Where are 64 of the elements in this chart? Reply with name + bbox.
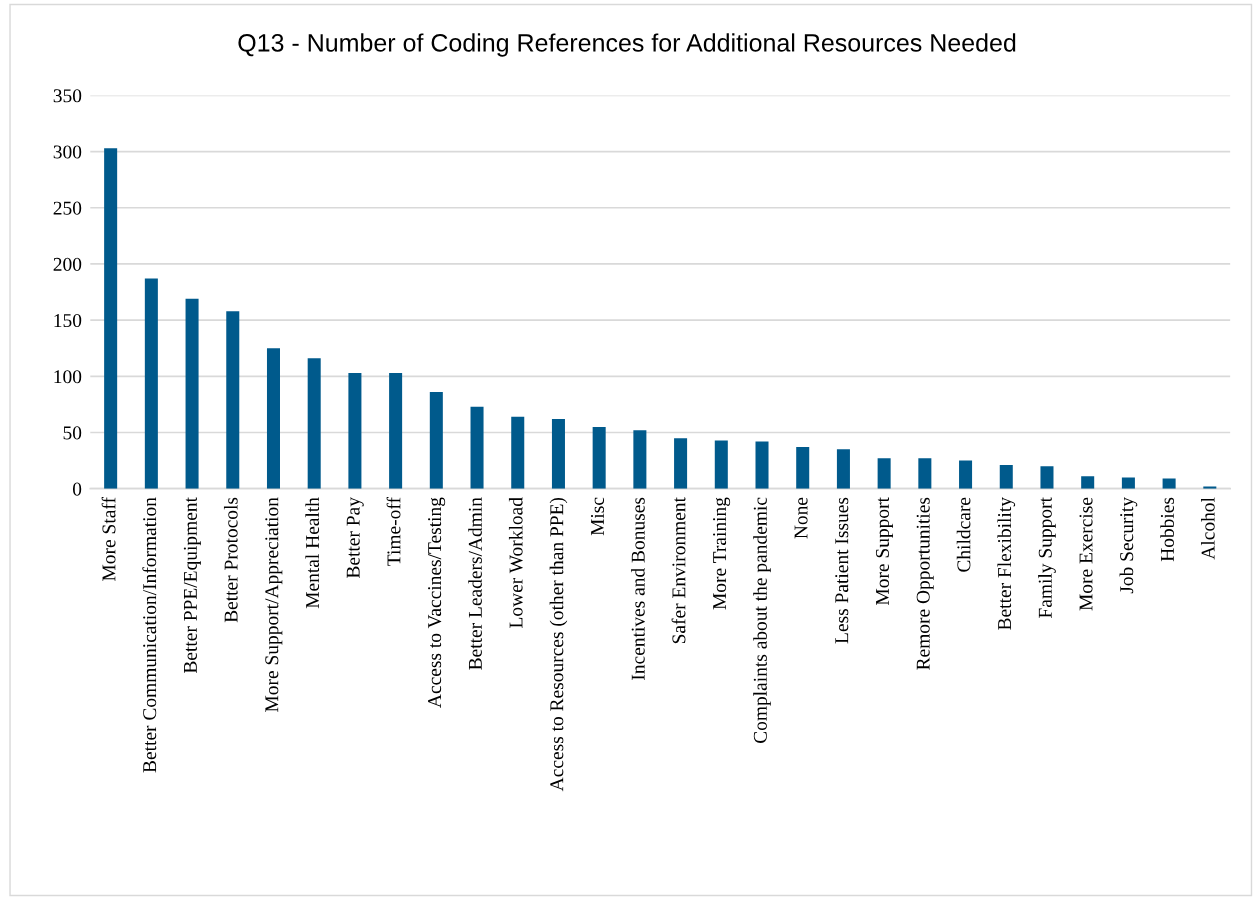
x-tick-label: Access to Resources (other than PPE) [549, 497, 568, 792]
x-tick-label: Better Pay [346, 497, 364, 579]
y-tick-label: 350 [53, 89, 82, 103]
x-tick-label: Time-off [386, 497, 401, 566]
x-tick-label: Alcohol [1201, 497, 1215, 560]
bar [144, 278, 158, 489]
x-tick-label: Job Security [1119, 497, 1138, 594]
y-tick-label: 100 [54, 370, 82, 384]
x-tick-label: Complaints about the pandemic [753, 497, 771, 744]
x-tick-label: Less Patient Issues [835, 497, 849, 644]
bar [551, 419, 565, 489]
bar [796, 447, 810, 489]
x-tick-label: Better Flexibility [997, 497, 1016, 630]
y-tick-label: 200 [53, 257, 82, 271]
y-tick-label: 300 [53, 145, 82, 159]
x-tick-label: Family Support [1038, 497, 1056, 619]
x-tick-label: Better Protocols [223, 497, 238, 623]
bar [592, 426, 606, 489]
x-tick-label: More Staff [101, 497, 116, 581]
x-tick-label: Better Leaders/Admin [468, 497, 482, 670]
bar [1040, 466, 1054, 489]
bar [836, 449, 850, 489]
bar [999, 465, 1013, 489]
x-tick-label: Better PPE/Equipment [183, 497, 201, 674]
y-tick-label: 50 [63, 426, 82, 440]
y-tick-label: 0 [72, 482, 82, 496]
bar [104, 148, 118, 489]
bar [1081, 476, 1095, 489]
bar [429, 392, 443, 489]
bar [348, 372, 362, 489]
bar [674, 438, 688, 489]
x-tick-label: Better Communication/Information [142, 497, 157, 773]
bar [755, 441, 769, 489]
bar [959, 460, 973, 489]
bar [185, 298, 199, 489]
x-tick-label: Lower Workload [508, 497, 523, 628]
x-tick-label: More Support/Appreciation [265, 497, 283, 712]
bar [307, 358, 321, 489]
bar [226, 311, 240, 489]
x-tick-label: Incentives and Bonuses [631, 497, 645, 680]
x-tick-label: Safer Environment [671, 497, 686, 644]
bar [633, 430, 647, 489]
y-tick-label: 150 [54, 313, 82, 328]
x-tick-label: More Exercise [1079, 497, 1093, 611]
x-tick-label: None [794, 497, 808, 539]
x-tick-label: More Training [713, 497, 731, 610]
x-tick-label: Misc [590, 497, 605, 536]
bar [877, 458, 891, 489]
bar [714, 440, 728, 489]
chart-title: Q13 - Number of Coding References for Additional Resources Needed [238, 33, 1016, 57]
x-tick-label: Hobbies [1160, 497, 1174, 562]
x-tick-label: Remore Opportunities [916, 497, 934, 670]
x-tick-label: More Support [875, 497, 893, 606]
y-tick-label: 250 [53, 201, 82, 215]
x-tick-label: Mental Health [305, 497, 320, 609]
x-tick-label: Access to Vaccines/Testing [428, 497, 446, 708]
bar [470, 406, 484, 489]
x-tick-label: Childcare [956, 497, 971, 572]
bar [1121, 477, 1135, 489]
bar [389, 372, 403, 489]
bar [918, 458, 932, 489]
bar [511, 416, 525, 489]
bar [266, 348, 280, 489]
bar [1203, 486, 1217, 489]
